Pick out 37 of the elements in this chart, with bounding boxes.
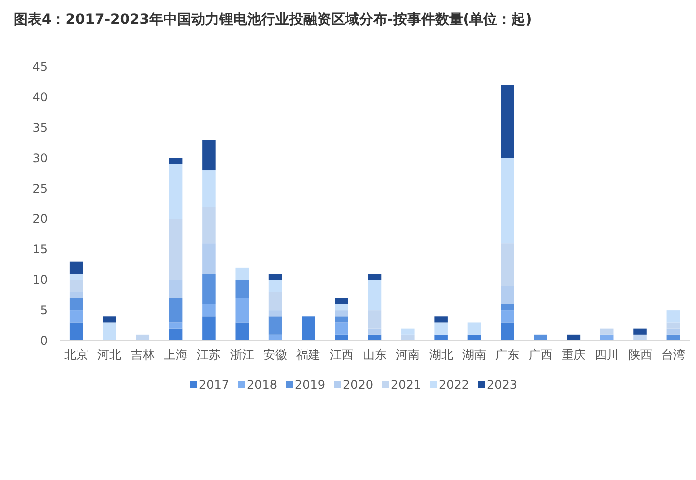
- y-tick-label: 40: [32, 90, 48, 104]
- y-tick-label: 45: [32, 60, 48, 74]
- legend-label: 2018: [247, 378, 278, 392]
- x-tick-label: 吉林: [130, 348, 155, 362]
- y-tick-label: 10: [32, 273, 48, 288]
- x-tick-label: 广东: [496, 348, 520, 362]
- x-tick-label: 安徽: [264, 348, 288, 362]
- x-tick-label: 重庆: [562, 348, 586, 362]
- x-tick-label: 台湾: [661, 348, 686, 362]
- x-tick-label: 上海: [164, 348, 188, 362]
- y-tick-label: 25: [32, 182, 48, 196]
- y-tick-label: 5: [40, 304, 48, 318]
- y-tick-label: 35: [32, 120, 48, 135]
- x-tick-label: 江西: [330, 348, 354, 362]
- legend-label: 2017: [199, 378, 230, 392]
- x-tick-label: 湖北: [429, 348, 454, 362]
- legend-label: 2020: [343, 378, 374, 392]
- x-tick-label: 河南: [396, 348, 420, 362]
- x-tick-label: 四川: [595, 348, 620, 362]
- y-tick-label: 30: [32, 151, 48, 166]
- x-tick-label: 福建: [296, 348, 321, 362]
- x-tick-label: 广西: [528, 348, 553, 362]
- legend-label: 2021: [391, 378, 422, 392]
- y-tick-label: 20: [32, 212, 48, 226]
- x-tick-label: 湖南: [462, 348, 486, 362]
- chart-title: 图表4：2017-2023年中国动力锂电池行业投融资区域分布-按事件数量(单位：起): [14, 12, 532, 28]
- x-tick-label: 北京: [64, 348, 89, 362]
- legend-label: 2019: [295, 378, 326, 392]
- legend-label: 2022: [439, 378, 470, 392]
- x-tick-label: 山东: [363, 348, 387, 362]
- x-tick-label: 陕西: [628, 348, 652, 362]
- y-tick-label: 0: [40, 334, 48, 348]
- x-tick-label: 江苏: [197, 348, 222, 362]
- y-tick-label: 15: [32, 242, 48, 257]
- x-tick-label: 浙江: [230, 348, 254, 362]
- x-tick-label: 河北: [98, 348, 122, 362]
- legend-label: 2023: [487, 378, 518, 392]
